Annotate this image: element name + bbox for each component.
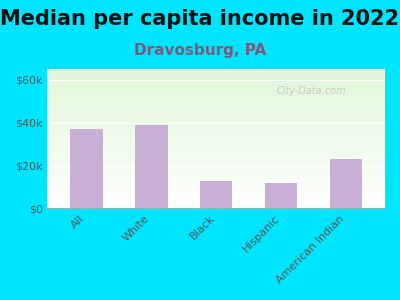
Text: Dravosburg, PA: Dravosburg, PA bbox=[134, 44, 266, 59]
Text: Median per capita income in 2022: Median per capita income in 2022 bbox=[0, 9, 400, 29]
Text: City-Data.com: City-Data.com bbox=[277, 86, 347, 96]
Bar bbox=[135, 125, 168, 208]
Bar bbox=[330, 159, 362, 208]
Bar bbox=[265, 183, 297, 208]
Bar bbox=[70, 129, 103, 208]
Bar bbox=[200, 181, 232, 208]
